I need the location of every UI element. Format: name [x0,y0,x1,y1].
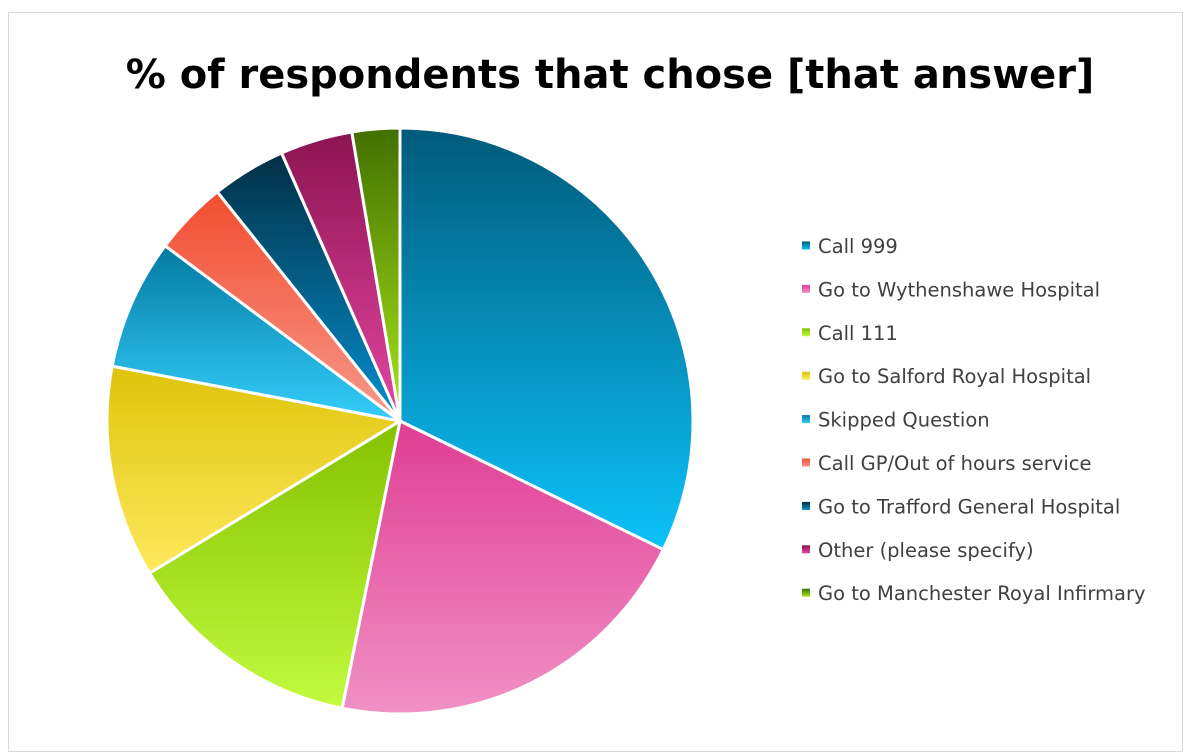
legend-item-skipped-question: Skipped Question [802,409,990,432]
legend-item-call-999: Call 999 [802,235,898,258]
legend-swatch [802,284,810,293]
legend-item-go-to-wythenshawe-hospital: Go to Wythenshawe Hospital [802,278,1100,301]
legend-swatch [802,588,810,597]
legend-item-go-to-manchester-royal-infirmary: Go to Manchester Royal Infirmary [802,582,1146,605]
legend-item-go-to-trafford-general-hospital: Go to Trafford General Hospital [802,495,1120,518]
legend-label: Call 999 [818,235,898,258]
legend-item-call-gp-out-of-hours-service: Call GP/Out of hours service [802,452,1091,475]
legend-label: Go to Manchester Royal Infirmary [818,582,1146,605]
pie-slice-go-to-manchester-royal-infirmary [350,126,402,423]
pie-slice-call-111 [148,419,402,710]
legend: Call 999 Go to Wythenshawe Hospital Call 1… [802,235,1146,605]
legend-label: Skipped Question [818,409,990,432]
legend-swatch [802,501,810,510]
legend-swatch [802,458,810,467]
pie-slice-go-to-salford-royal-hospital [105,364,402,575]
pie-slice-skipped-question [110,244,402,423]
legend-label: Call GP/Out of hours service [818,452,1091,475]
legend-label: Go to Trafford General Hospital [818,495,1120,518]
legend-label: Call 111 [818,322,898,345]
legend-swatch [802,328,810,337]
chart-title: % of respondents that chose [that answer… [126,52,1095,98]
legend-swatch [802,371,810,380]
pie-slice-go-to-wythenshawe-hospital [340,419,665,716]
legend-item-other-please-specify: Other (please specify) [802,539,1034,562]
pie-slices [105,126,695,716]
legend-label: Go to Wythenshawe Hospital [818,278,1100,301]
legend-label: Go to Salford Royal Hospital [818,365,1091,388]
chart-frame: % of respondents that chose [that answer… [8,12,1183,752]
legend-item-go-to-salford-royal-hospital: Go to Salford Royal Hospital [802,365,1091,388]
legend-swatch [802,241,810,250]
legend-item-call-111: Call 111 [802,322,898,345]
legend-swatch [802,545,810,554]
pie-chart: % of respondents that chose [that answer… [105,52,1146,716]
pie-slice-call-999 [398,126,695,552]
legend-label: Other (please specify) [818,539,1034,562]
legend-swatch [802,415,810,424]
